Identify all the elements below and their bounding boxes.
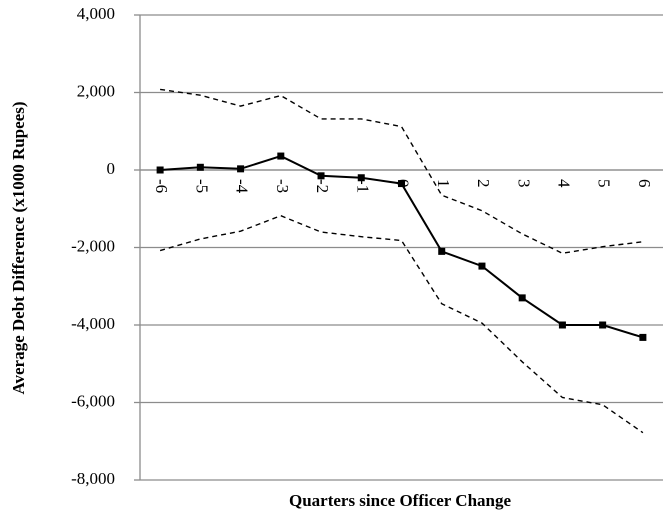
y-axis-label: Average Debt Difference (x1000 Rupees)	[9, 101, 28, 394]
y-tick-label: -6,000	[71, 391, 115, 410]
x-tick-label: 1	[434, 179, 453, 188]
marker	[639, 333, 647, 341]
x-tick-label: -6	[152, 179, 171, 193]
marker	[156, 166, 164, 174]
marker	[558, 321, 566, 329]
marker	[599, 321, 607, 329]
marker	[478, 262, 486, 270]
y-tick-label: -8,000	[71, 469, 115, 488]
y-tick-label: 0	[107, 159, 116, 178]
x-tick-label: -2	[313, 179, 332, 193]
x-tick-label: -3	[273, 179, 292, 193]
x-tick-label: 5	[595, 179, 614, 188]
y-tick-label: 4,000	[77, 4, 115, 23]
marker	[196, 163, 204, 171]
marker	[438, 247, 446, 255]
marker	[277, 152, 285, 160]
marker	[398, 180, 405, 188]
y-tick-label: -2,000	[71, 236, 115, 255]
y-tick-label: 2,000	[77, 81, 115, 100]
x-axis-label: Quarters since Officer Change	[289, 491, 512, 510]
x-tick-label: -4	[233, 179, 252, 194]
series-line	[159, 214, 644, 434]
x-tick-label: -5	[192, 179, 211, 193]
series-line	[160, 88, 643, 255]
marker	[237, 165, 245, 173]
x-tick-label: 6	[635, 179, 654, 188]
x-tick-label: 4	[555, 179, 574, 188]
marker	[357, 174, 365, 182]
x-tick-label: 3	[514, 179, 533, 188]
x-tick-label: 2	[474, 179, 493, 188]
y-tick-label: -4,000	[71, 314, 115, 333]
x-tick-label: -1	[353, 179, 372, 193]
marker	[317, 172, 325, 180]
marker	[518, 294, 526, 302]
